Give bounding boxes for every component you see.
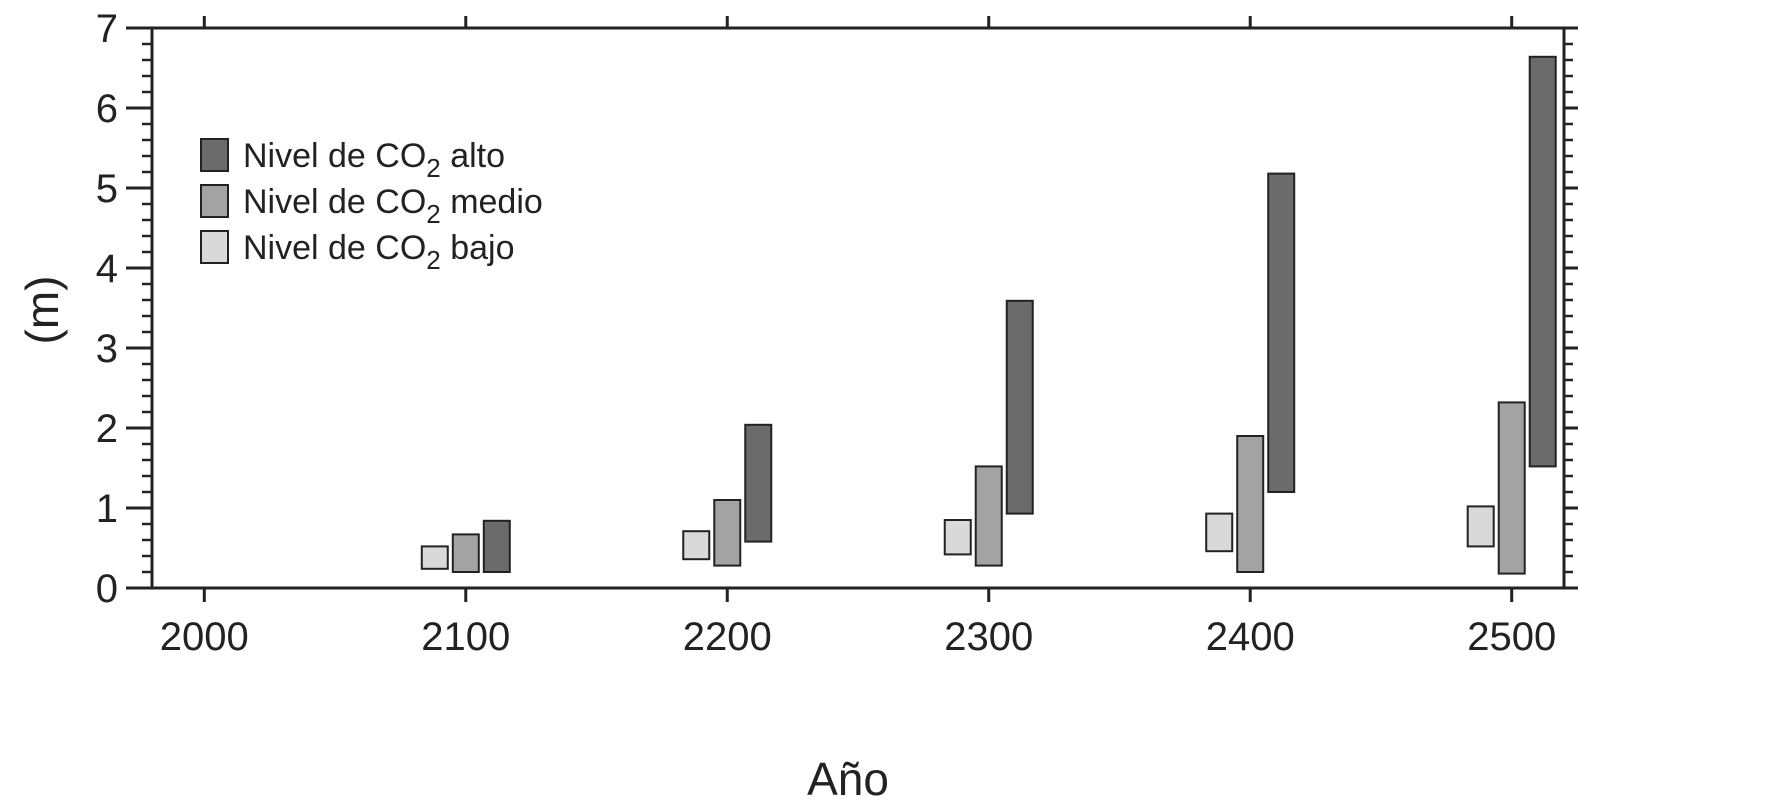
- legend-swatch: [200, 184, 229, 218]
- x-tick-label: 2200: [683, 615, 772, 659]
- range-bar: [1005, 299, 1034, 515]
- range-bar: [1205, 512, 1234, 553]
- legend-label: Nivel de CO2 medio: [243, 183, 543, 229]
- legend-swatch: [200, 138, 229, 172]
- y-tick-label: 4: [96, 247, 118, 291]
- range-bar: [420, 545, 449, 570]
- range-bar: [682, 530, 711, 561]
- plot-frame: [150, 26, 1566, 590]
- range-bar: [1267, 172, 1296, 493]
- y-tick-label: 2: [96, 407, 118, 451]
- range-bar: [1466, 505, 1495, 548]
- range-bar: [1236, 435, 1265, 573]
- y-tick-label: 3: [96, 327, 118, 371]
- range-bar: [713, 499, 742, 567]
- y-tick-label: 0: [96, 567, 118, 611]
- range-bar: [974, 465, 1003, 567]
- range-bar: [482, 519, 511, 573]
- x-tick-label: 2400: [1206, 615, 1295, 659]
- y-tick-label: 6: [96, 87, 118, 131]
- legend-label: Nivel de CO2 alto: [243, 137, 505, 183]
- legend-swatch: [200, 230, 229, 264]
- x-axis-title: Año: [807, 753, 889, 805]
- range-bar: [1528, 55, 1557, 468]
- x-tick-label: 2300: [944, 615, 1033, 659]
- range-bar: [1497, 401, 1526, 575]
- range-bars: [420, 55, 1557, 575]
- range-bar: [943, 519, 972, 556]
- y-tick-label: 1: [96, 487, 118, 531]
- y-axis-title: (m): [16, 276, 68, 345]
- y-tick-label: 7: [96, 7, 118, 51]
- x-tick-label: 2100: [421, 615, 510, 659]
- x-axis-ticks: 2000 2100 2200 2300 2400 2500: [160, 16, 1556, 659]
- x-tick-label: 2000: [160, 615, 249, 659]
- legend-label: Nivel de CO2 bajo: [243, 229, 514, 275]
- range-bar: [744, 423, 773, 543]
- range-bar: [451, 533, 480, 574]
- y-axis-ticks: 0 1 2 3 4 5 6 7: [96, 7, 1578, 611]
- x-tick-label: 2500: [1467, 615, 1556, 659]
- y-tick-label: 5: [96, 167, 118, 211]
